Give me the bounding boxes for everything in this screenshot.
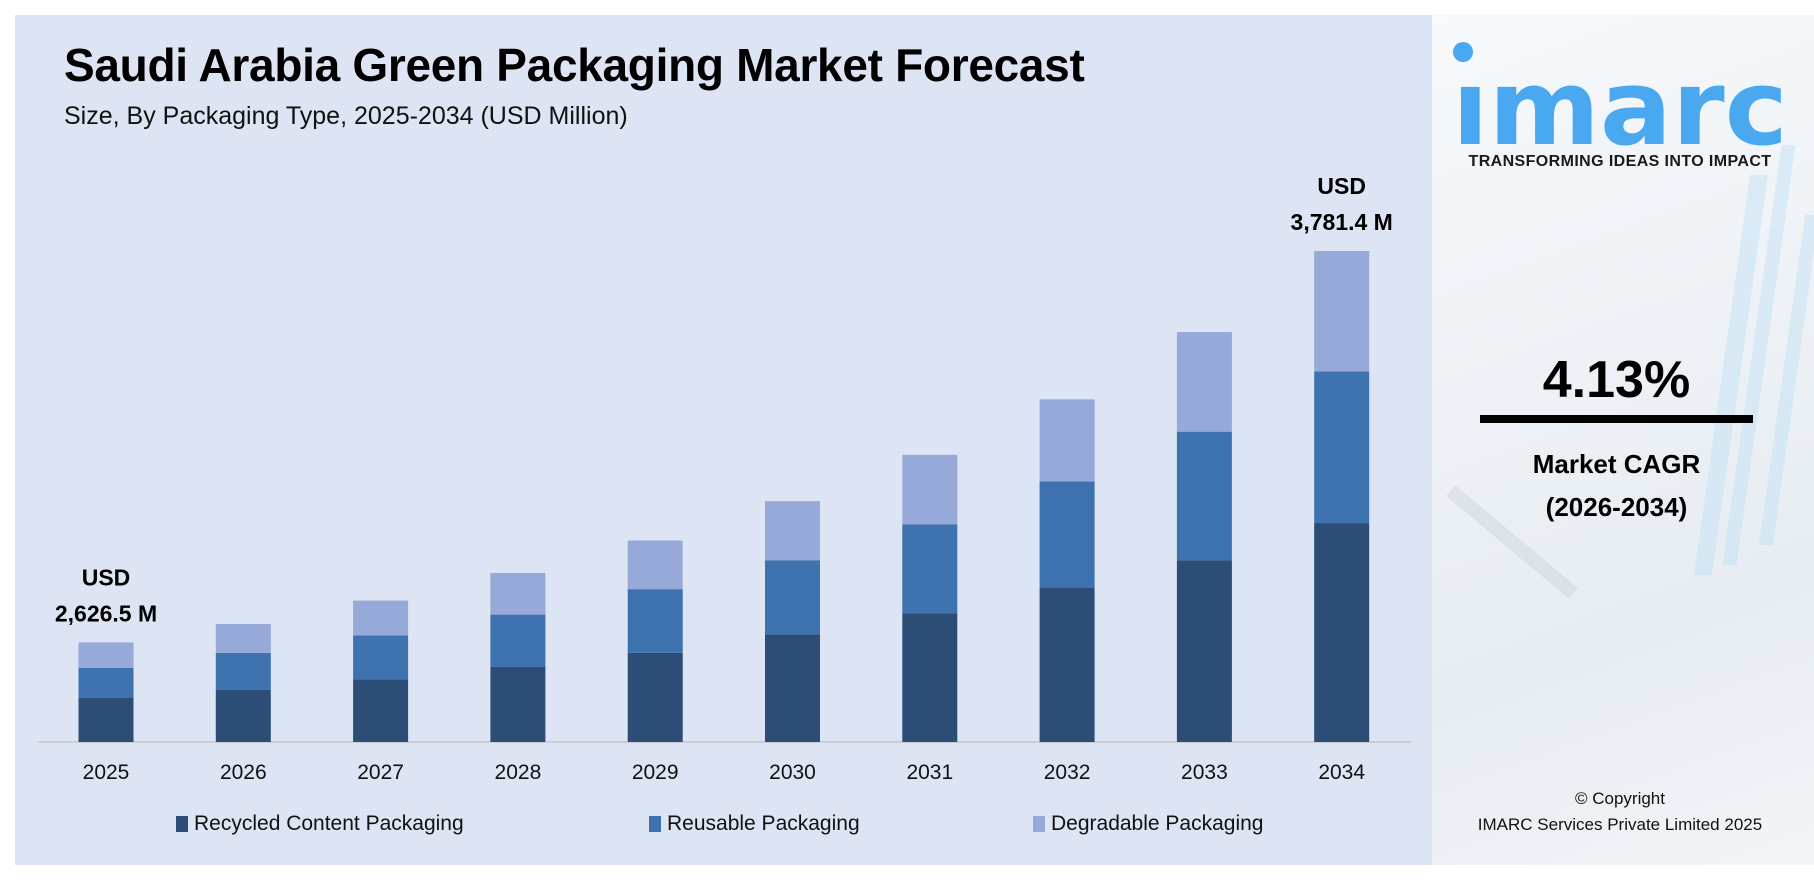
total-annotation-usd: USD [82, 564, 131, 590]
x-tick-label: 2029 [632, 761, 679, 784]
bar-2032-series-0 [1039, 588, 1095, 742]
bar-2028-series-0 [490, 666, 546, 742]
bar-2027-series-2 [353, 600, 409, 636]
x-tick-label: 2028 [495, 761, 542, 784]
bar-2027-series-0 [353, 679, 409, 742]
x-tick-label: 2030 [769, 761, 816, 784]
bar-2025-series-0 [78, 697, 134, 742]
bar-2033-series-0 [1176, 560, 1232, 742]
copyright-line2: IMARC Services Private Limited 2025 [1477, 815, 1763, 834]
chart-subtitle: Size, By Packaging Type, 2025-2034 (USD … [64, 102, 628, 130]
bar-2025-series-2 [78, 642, 134, 668]
cagr-label-text: Market CAGR [1532, 449, 1701, 479]
bar-2026-series-2 [215, 623, 271, 653]
bar-2029-series-2 [627, 540, 683, 590]
bar-2031-series-0 [902, 613, 958, 742]
legend: Recycled Content Packaging Reusable Pack… [0, 812, 1432, 842]
copyright-line1: © Copyright [1574, 789, 1665, 808]
legend-label: Reusable Packaging [667, 812, 860, 835]
imarc-logo: ımarc [1452, 42, 1788, 152]
x-tick-label: 2025 [83, 761, 130, 784]
bar-2029-series-0 [627, 652, 683, 742]
total-annotation-usd: USD [1317, 173, 1366, 199]
legend-label: Degradable Packaging [1051, 812, 1264, 835]
bar-2032-series-2 [1039, 399, 1095, 482]
bar-2033-series-2 [1176, 332, 1232, 432]
stacked-bar-chart: 2025 2026 2027 2028 2029 2030 2031 2032 2033 2034… [38, 173, 1411, 784]
brand-sidebar [1432, 15, 1814, 865]
total-annotation-value: 3,781.4 M [1291, 209, 1393, 235]
cagr-value: 4.13% [1542, 351, 1691, 409]
bar-2034-series-1 [1314, 371, 1370, 524]
bar-2030-series-0 [765, 634, 820, 742]
x-tick-label: 2033 [1181, 761, 1228, 784]
bar-2028-series-2 [490, 572, 546, 615]
legend-item-reusable: Reusable Packaging [649, 812, 860, 836]
cagr-label: Market CAGR (2026-2034) [1450, 443, 1783, 529]
bar-2034-series-0 [1314, 523, 1370, 742]
bar-2030-series-2 [765, 501, 820, 561]
legend-swatch [649, 816, 661, 832]
legend-label: Recycled Content Packaging [194, 812, 464, 835]
x-tick-label: 2026 [220, 761, 267, 784]
legend-item-degradable: Degradable Packaging [1033, 812, 1263, 836]
bar-2031-series-1 [902, 524, 958, 614]
bar-2025-series-1 [78, 667, 134, 698]
bar-2026-series-0 [215, 689, 271, 742]
x-tick-label: 2032 [1044, 761, 1091, 784]
svg-text:ımarc: ımarc [1452, 47, 1788, 152]
copyright: © Copyright IMARC Services Private Limit… [1440, 786, 1800, 838]
legend-item-recycled: Recycled Content Packaging [176, 812, 464, 836]
brand-tagline: TRANSFORMING IDEAS INTO IMPACT [1468, 153, 1772, 170]
chart-title: Saudi Arabia Green Packaging Market Fore… [64, 39, 1085, 91]
bar-2028-series-1 [490, 614, 546, 667]
bar-2034-series-2 [1314, 251, 1370, 372]
legend-swatch [176, 816, 188, 832]
bar-2033-series-1 [1176, 431, 1232, 561]
bar-2031-series-2 [902, 454, 958, 525]
x-tick-label: 2031 [906, 761, 953, 784]
total-annotation-value: 2,626.5 M [55, 600, 157, 626]
x-tick-label: 2034 [1318, 761, 1365, 784]
x-tick-label: 2027 [357, 761, 404, 784]
bar-2026-series-1 [215, 652, 271, 690]
legend-swatch [1033, 816, 1045, 832]
bar-2032-series-1 [1039, 481, 1095, 589]
cagr-divider [1480, 415, 1753, 423]
cagr-period: (2026-2034) [1545, 492, 1688, 522]
bar-2027-series-1 [353, 635, 409, 680]
bar-2029-series-1 [627, 589, 683, 653]
bar-2030-series-1 [765, 560, 820, 635]
